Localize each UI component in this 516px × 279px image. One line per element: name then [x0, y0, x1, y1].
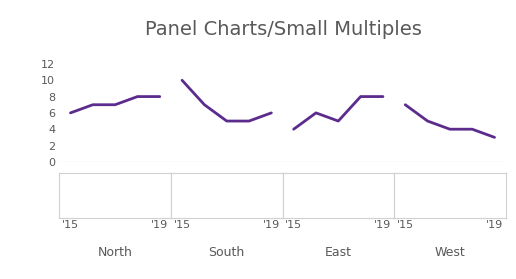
Text: West: West — [434, 246, 465, 259]
Text: North: North — [98, 246, 133, 259]
Text: South: South — [208, 246, 245, 259]
Text: Panel Charts/Small Multiples: Panel Charts/Small Multiples — [146, 20, 422, 39]
Text: East: East — [325, 246, 352, 259]
